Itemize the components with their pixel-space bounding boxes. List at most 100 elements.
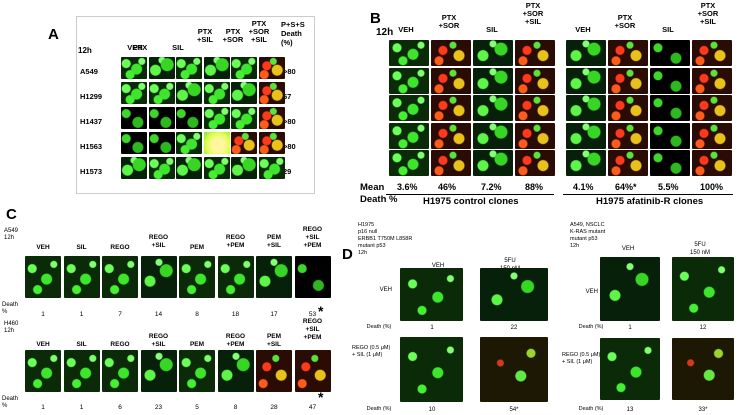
panel-d-left-img-combo-veh xyxy=(400,337,463,402)
panel-d-left-death-top-1: 1 xyxy=(430,325,434,331)
panel-a-death-1: >80 xyxy=(283,67,296,76)
panel-d-right-col2: 5FU 150 nM xyxy=(689,242,710,256)
panel-c-bottom-death-8: 47 xyxy=(308,404,317,411)
panel-b-right-cell-image xyxy=(566,67,606,94)
panel-c-top-image-4 xyxy=(140,256,177,298)
panel-c-bottom-col-7: PEM +SIL xyxy=(266,333,282,348)
panel-c-top-col-8: REGO +SIL +PEM xyxy=(302,226,323,249)
panel-a-row-1: A549 xyxy=(80,67,98,76)
panel-d-right-img-combo-veh xyxy=(600,338,660,400)
panel-b-right-cell-image xyxy=(608,122,648,149)
panel-d-letter: D xyxy=(342,246,353,263)
panel-d-right-title: A549, NSCLC K-RAS mutant mutant p53 12h xyxy=(570,222,606,249)
panel-c-bottom-image-7 xyxy=(256,350,292,392)
panel-c-top-image-5 xyxy=(179,256,215,298)
panel-b-right-cell-image xyxy=(566,122,606,149)
panel-c-bottom-death-7: 28 xyxy=(270,404,278,411)
panel-b-left-mean-1: 3.6% xyxy=(397,182,418,192)
panel-d-left-row1: VEH xyxy=(379,287,392,293)
panel-d-left-img-veh-5fu xyxy=(480,268,548,321)
panel-b-right-cell-image xyxy=(608,150,648,176)
panel-a-cell-image xyxy=(176,82,202,104)
panel-a-col-5: PTX +SOR xyxy=(222,27,244,44)
panel-d-left-death-label-2: Death (%) xyxy=(366,406,392,412)
panel-b-right-cell-image xyxy=(566,95,606,121)
panel-d-right-death-bot-2: 33* xyxy=(698,407,708,413)
panel-c-top-star: * xyxy=(318,303,324,319)
panel-b-left-col-3: SIL xyxy=(486,25,498,34)
panel-a-cell-image xyxy=(121,82,147,104)
panel-a-cell-image xyxy=(148,57,175,79)
panel-b-right-cell-image xyxy=(608,40,648,66)
panel-c-top-death-7: 17 xyxy=(270,311,278,318)
panel-a-cell-image xyxy=(258,132,285,154)
panel-a-cell-image xyxy=(203,132,230,154)
panel-b-left-cell-image xyxy=(431,122,471,149)
panel-c-bottom-death-6: 8 xyxy=(233,404,238,411)
panel-a-death-5: 29 xyxy=(283,167,292,176)
panel-b-mean-label: Mean Death % xyxy=(360,182,398,205)
panel-b-right-col-1: VEH xyxy=(575,25,591,34)
panel-c-bottom-image-1 xyxy=(25,350,61,392)
panel-c-bottom-col-8: REGO +SIL +PEM xyxy=(302,318,323,341)
panel-c-top-image-3 xyxy=(102,256,138,298)
panel-c-bottom-death-label: Death % xyxy=(2,396,19,409)
panel-c-top-col-3: REGO xyxy=(110,244,130,251)
panel-a-death-3: >80 xyxy=(283,117,296,126)
panel-b-left-cell-image xyxy=(515,40,555,66)
panel-d-right-death-label-1: Death (%) xyxy=(578,324,604,330)
panel-a-cell-image xyxy=(203,107,230,129)
panel-c-top-image-7 xyxy=(256,256,292,298)
panel-c-top-death-4: 14 xyxy=(154,311,163,318)
panel-a-cell-image xyxy=(231,82,257,104)
panel-b-right-cell-image xyxy=(692,40,732,66)
panel-d-right-death-top-2: 12 xyxy=(699,325,707,331)
panel-b-left-cell-image xyxy=(431,95,471,121)
panel-c-top-col-1: VEH xyxy=(36,244,50,251)
panel-a-cell-image xyxy=(176,157,202,179)
panel-b-right-cell-image xyxy=(692,150,732,176)
panel-c-top-death-label: Death % xyxy=(2,302,19,315)
panel-b-left-cell-image xyxy=(389,122,429,149)
panel-c-bottom-image-4 xyxy=(140,350,177,392)
panel-c-top-image-8 xyxy=(294,256,331,298)
panel-a-cell-image xyxy=(148,107,175,129)
panel-b-left-cell-image xyxy=(389,40,429,66)
panel-d-right-img-combo-5fu xyxy=(672,338,734,400)
panel-a-letter: A xyxy=(48,26,59,43)
panel-c-top-image-1 xyxy=(25,256,61,298)
panel-b-left-cell-image xyxy=(431,67,471,94)
panel-c-top-cell: A549 12h xyxy=(4,228,19,241)
panel-d-right-img-veh-veh xyxy=(600,257,660,321)
panel-a-cell-image xyxy=(148,157,175,179)
panel-b-right-cell-image xyxy=(692,67,732,94)
panel-a-row-2: H1299 xyxy=(80,92,103,101)
panel-a-time: 12h xyxy=(78,46,92,55)
panel-d-left-row2: REGO (0.5 μM) + SIL (1 μM) xyxy=(352,345,391,358)
panel-a-cell-image xyxy=(148,132,175,154)
panel-d-left-col1: VEH xyxy=(431,263,445,269)
panel-a-cell-image xyxy=(231,157,257,179)
panel-d-left-death-label-1: Death (%) xyxy=(366,324,392,330)
panel-a-col-1: VEH xyxy=(127,43,143,52)
panel-c-letter: C xyxy=(6,206,17,223)
panel-b-right-mean-4: 100% xyxy=(700,182,724,192)
panel-c-top-col-4: REGO +SIL xyxy=(148,234,169,249)
panel-b-left-col-4: PTX +SOR +SIL xyxy=(522,1,544,26)
panel-a-col-4: PTX +SIL xyxy=(196,27,214,44)
panel-b-right-cell-image xyxy=(692,95,732,121)
panel-b-left-col-2: PTX +SOR xyxy=(438,13,460,30)
panel-b-time: 12h xyxy=(376,27,394,38)
panel-b-right-col-4: PTX +SOR +SIL xyxy=(697,1,719,26)
panel-a-col-3: SIL xyxy=(172,43,184,52)
panel-c-bottom-col-5: PEM xyxy=(189,341,205,348)
panel-b-left-mean-2: 46% xyxy=(438,182,457,192)
panel-c-top-col-5: PEM xyxy=(189,244,205,251)
panel-b-right-cell-image xyxy=(566,150,606,176)
panel-a-cell-image xyxy=(258,82,285,104)
panel-b-left-group: H1975 control clones xyxy=(423,196,519,207)
panel-b-left-cell-image xyxy=(473,150,513,176)
panel-b-left-cell-image xyxy=(515,67,555,94)
panel-b-right-cell-image xyxy=(608,95,648,121)
panel-b-left-cell-image xyxy=(473,122,513,149)
